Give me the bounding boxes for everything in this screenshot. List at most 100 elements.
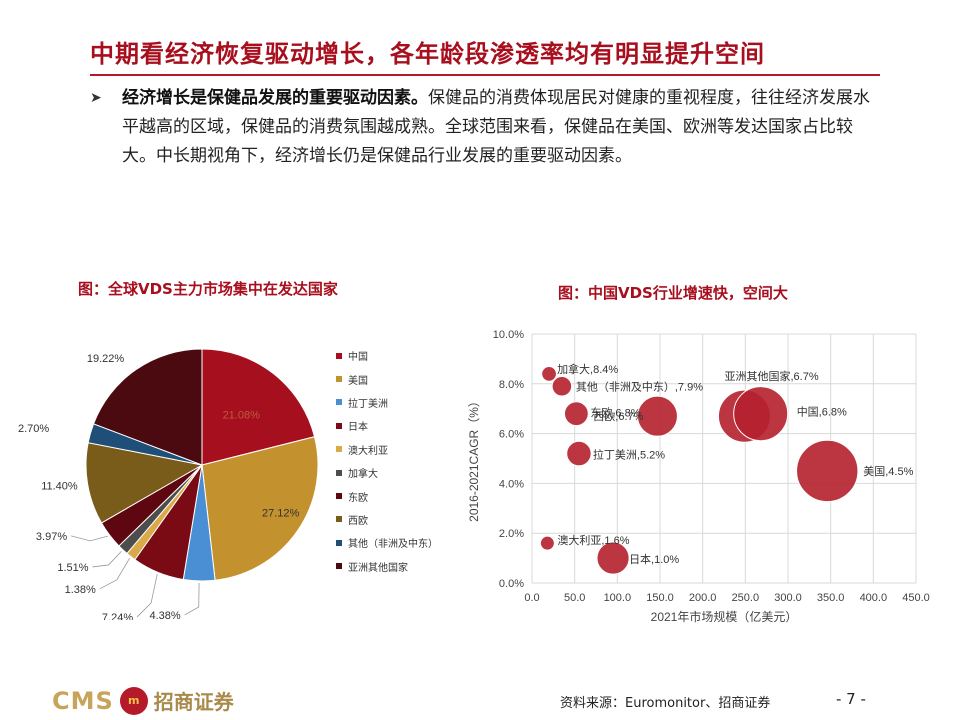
legend-label-0: 中国 <box>348 352 368 364</box>
x-tick-label-3: 150.0 <box>646 592 674 604</box>
pie-slice-label-0: 21.08% <box>223 410 261 422</box>
y-tick-label-1: 2.0% <box>499 528 524 540</box>
x-tick-label-8: 400.0 <box>860 592 888 604</box>
bubble-3 <box>636 395 678 437</box>
legend-label-8: 其他（非洲及中东） <box>348 539 438 551</box>
pie-leader-line-5 <box>92 550 122 568</box>
x-tick-label-9: 450.0 <box>902 592 930 604</box>
bullet-text-block: 经济增长是保健品发展的重要驱动因素。保健品的消费体现居民对健康的重视程度，往往经… <box>122 84 880 171</box>
legend-label-3: 日本 <box>348 422 368 434</box>
legend-swatch-4 <box>336 446 342 453</box>
logo-text: CMS <box>52 686 114 715</box>
bubble-label-0: 加拿大,8.4% <box>557 362 618 376</box>
legend-item-6: 东欧 <box>336 484 476 507</box>
legend-swatch-8 <box>336 539 342 546</box>
pie-slice-0 <box>201 348 316 466</box>
page-title: 中期看经济恢复驱动增长，各年龄段渗透率均有明显提升空间 <box>90 40 765 68</box>
bubble-5 <box>733 386 789 442</box>
legend-swatch-9 <box>336 563 342 570</box>
y-tick-label-4: 8.0% <box>499 379 524 391</box>
legend-item-7: 西欧 <box>336 508 476 531</box>
y-tick-label-0: 0.0% <box>499 578 524 590</box>
pie-slice-label-2: 4.38% <box>150 610 181 620</box>
bullet-paragraph: ➤ 经济增长是保健品发展的重要驱动因素。保健品的消费体现居民对健康的重视程度，往… <box>90 84 880 171</box>
x-tick-label-4: 200.0 <box>689 592 717 604</box>
bubble-label-8: 澳大利亚,1.6% <box>557 533 629 547</box>
company-logo: CMS m 招商证券 <box>52 686 234 715</box>
bubble-label-5: 中国,6.8% <box>797 406 847 419</box>
scatter-chart-title: 图：中国VDS行业增速快，空间大 <box>558 284 788 302</box>
legend-item-2: 拉丁美洲 <box>336 391 476 414</box>
x-tick-label-6: 300.0 <box>774 592 802 604</box>
pie-slice-7 <box>85 442 204 524</box>
bubble-label-6: 拉丁美洲,5.2% <box>593 448 665 462</box>
legend-item-1: 美国 <box>336 367 476 390</box>
legend-swatch-0 <box>336 352 342 359</box>
bubble-0 <box>541 365 557 382</box>
page-number: - 7 - <box>836 690 866 708</box>
pie-leader-line-2 <box>184 582 200 616</box>
bubble-label-9: 日本,1.0% <box>629 552 679 566</box>
bubble-label-3: 西欧,6.7% <box>593 410 643 423</box>
legend-item-5: 加拿大 <box>336 461 476 484</box>
legend-swatch-1 <box>336 376 342 383</box>
y-tick-label-2: 4.0% <box>499 478 524 490</box>
y-tick-label-3: 6.0% <box>499 429 524 441</box>
legend-label-6: 东欧 <box>348 492 368 504</box>
legend-swatch-7 <box>336 516 342 523</box>
bubble-label-2: 东欧,6.8% <box>590 407 640 420</box>
legend-item-4: 澳大利亚 <box>336 438 476 461</box>
pie-slice-label-3: 7.24% <box>102 612 133 620</box>
bubble-label-1: 其他（非洲及中东）,7.9% <box>576 380 703 393</box>
pie-leader-line-3 <box>136 574 158 618</box>
pie-leader-line-4 <box>99 557 130 590</box>
y-axis-label: 2016-2021CAGR（%） <box>467 395 481 522</box>
bubble-label-4: 亚洲其他国家,6.7% <box>724 369 818 383</box>
x-tick-label-1: 50.0 <box>564 592 585 604</box>
x-tick-label-0: 0.0 <box>524 592 539 604</box>
bubble-chart: 0.0% 2.0% 4.0% 6.0% 8.0% 10.0% 0.0 50.0 100.0 150… <box>467 329 930 624</box>
legend-label-4: 澳大利亚 <box>348 445 388 457</box>
logo-seal-icon: m <box>119 686 148 715</box>
bubble-label-7: 美国,4.5% <box>863 465 913 478</box>
legend-swatch-6 <box>336 493 342 500</box>
x-axis-label: 2021年市场规模（亿美元） <box>651 609 798 624</box>
pie-slice-label-5: 1.51% <box>57 562 88 574</box>
legend-item-8: 其他（非洲及中东） <box>336 531 476 554</box>
bullet-body: 保健品的消费体现居民对健康的重视程度，往往经济发展水平越高的区域，保健品的消费氛… <box>122 88 870 166</box>
legend-item-0: 中国 <box>336 344 476 367</box>
arrow-bullet-icon: ➤ <box>90 90 102 106</box>
logo-cn-text: 招商证券 <box>153 690 234 714</box>
pie-slice-label-6: 3.97% <box>36 531 67 543</box>
bubble-2 <box>563 401 589 427</box>
pie-slice-label-1: 27.12% <box>262 508 300 520</box>
x-tick-label-5: 250.0 <box>732 592 760 604</box>
pie-slice-label-7: 11.40% <box>41 481 78 493</box>
legend-swatch-3 <box>336 422 342 429</box>
bubble-7 <box>796 439 859 503</box>
pie-slice-label-8: 2.70% <box>18 423 49 435</box>
pie-leader-line-6 <box>71 535 108 542</box>
bubble-6 <box>566 440 592 467</box>
x-tick-label-7: 350.0 <box>817 592 845 604</box>
legend-label-1: 美国 <box>348 375 368 387</box>
pie-slice-label-9: 19.22% <box>87 353 125 365</box>
bubble-8 <box>539 535 555 551</box>
legend-label-9: 亚洲其他国家 <box>348 562 408 574</box>
y-tick-label-5: 10.0% <box>493 329 524 341</box>
legend-label-7: 西欧 <box>348 515 368 527</box>
legend-item-3: 日本 <box>336 414 476 437</box>
bullet-bold-lead: 经济增长是保健品发展的重要驱动因素。 <box>122 88 428 108</box>
bubble-1 <box>551 376 573 397</box>
pie-slice-1 <box>201 436 319 581</box>
legend-label-5: 加拿大 <box>348 469 378 481</box>
title-divider <box>90 74 880 76</box>
bubble-9 <box>596 541 630 575</box>
pie-chart-title: 图：全球VDS主力市场集中在发达国家 <box>78 280 338 298</box>
legend-swatch-2 <box>336 399 342 406</box>
source-note: 资料来源：Euromonitor、招商证券 <box>560 696 771 711</box>
x-tick-label-2: 100.0 <box>604 592 632 604</box>
legend-label-2: 拉丁美洲 <box>348 398 388 410</box>
pie-slice-label-4: 1.38% <box>65 584 96 596</box>
pie-chart: 21.08% 27.12% 4.38% 7.24% 1.38% 1.51% 3.97% 11.… <box>18 348 319 620</box>
